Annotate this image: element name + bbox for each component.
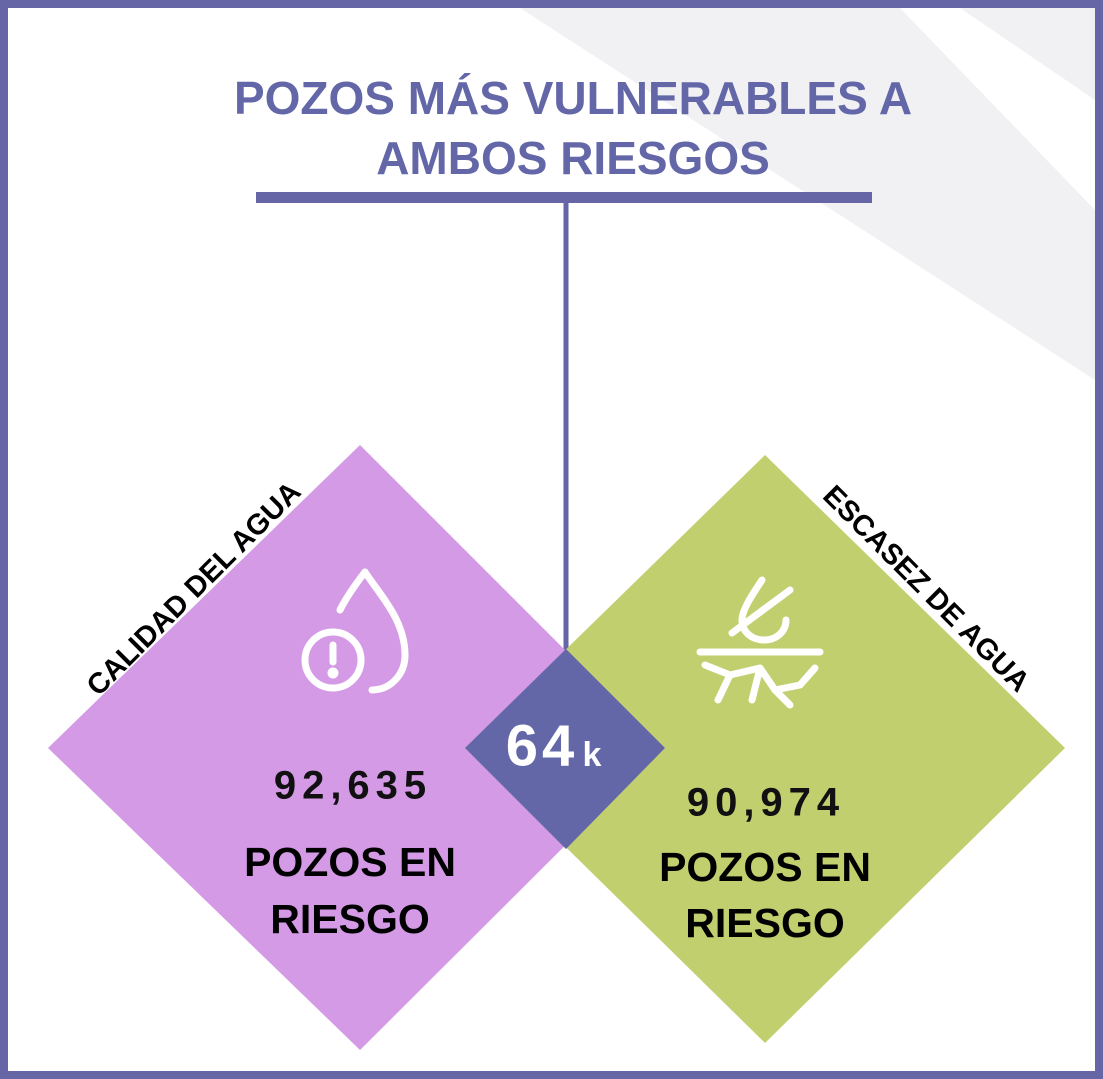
overlap-unit: k	[583, 736, 602, 774]
overlap-number: 64	[506, 713, 579, 778]
title-line: AMBOS RIESGOS	[376, 132, 770, 184]
right-count: 90,974	[687, 781, 845, 825]
background-stripe	[960, 8, 1095, 100]
right-text: POZOS EN	[659, 844, 871, 890]
left-text: RIESGO	[270, 896, 429, 942]
left-text: POZOS EN	[244, 839, 456, 885]
scarcity-icon	[696, 576, 824, 709]
title-underline	[256, 192, 872, 203]
drop-icon	[301, 568, 409, 694]
quality-diamond	[48, 445, 663, 1050]
right-text: RIESGO	[685, 900, 844, 946]
scarcity-diamond	[465, 455, 1065, 1043]
left-count: 92,635	[274, 764, 432, 808]
title-line: POZOS MÁS VULNERABLES A	[234, 72, 912, 124]
overlap-diamond	[465, 649, 665, 849]
